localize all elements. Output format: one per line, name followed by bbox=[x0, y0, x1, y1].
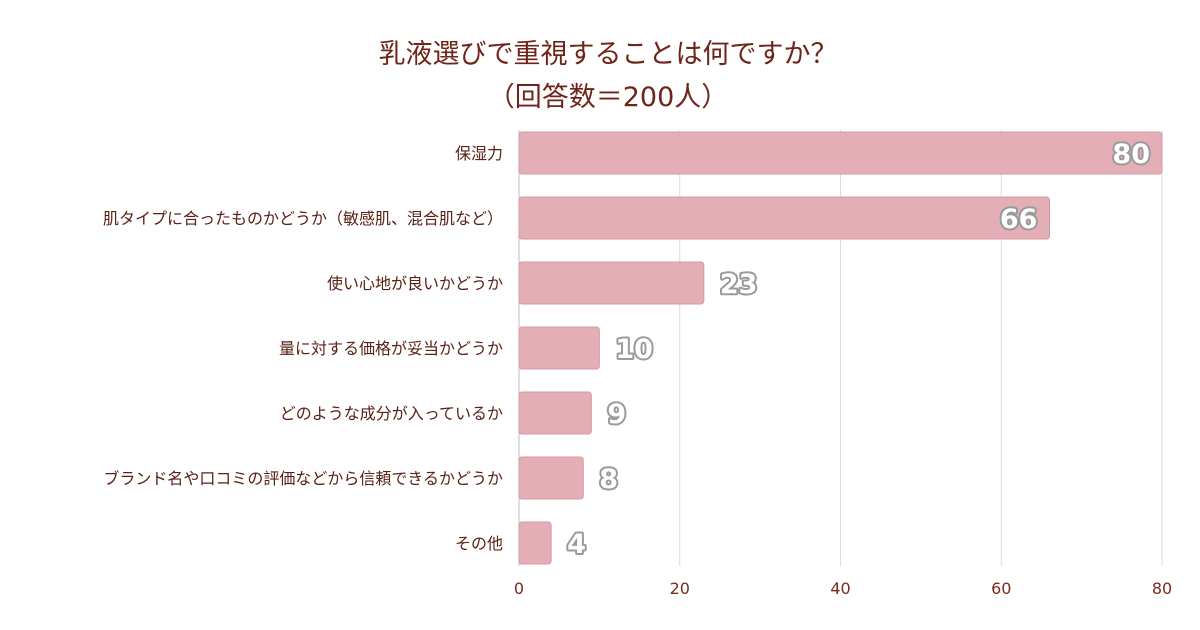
chart-title-line2: （回答数＝200人） bbox=[488, 82, 729, 113]
category-label-7: その他 bbox=[455, 534, 503, 553]
x-tick-label-40: 40 bbox=[830, 579, 850, 598]
data-label-5: 9 bbox=[607, 399, 626, 430]
data-label-6: 8 bbox=[599, 464, 618, 495]
bar-6 bbox=[518, 456, 584, 500]
bar-4 bbox=[518, 326, 600, 370]
data-label-1: 80 bbox=[1112, 139, 1150, 170]
category-label-5: どのような成分が入っているか bbox=[280, 404, 503, 423]
bar-7 bbox=[518, 521, 552, 565]
data-label-7: 4 bbox=[567, 529, 586, 560]
bar-1 bbox=[518, 131, 1163, 175]
bars bbox=[518, 131, 1163, 565]
category-label-3: 使い心地が良いかどうか bbox=[327, 274, 503, 293]
data-label-2: 66 bbox=[1000, 204, 1038, 235]
x-tick-label-0: 0 bbox=[514, 579, 524, 598]
bar-3 bbox=[518, 261, 705, 305]
data-label-4: 10 bbox=[615, 334, 653, 365]
x-axis-ticks: 0 20 40 60 80 bbox=[514, 579, 1172, 598]
category-label-1: 保湿力 bbox=[455, 144, 503, 163]
x-tick-label-80: 80 bbox=[1152, 579, 1172, 598]
category-label-6: ブランド名や口コミの評価などから信頼できるかどうか bbox=[103, 469, 503, 488]
chart-title-line1: 乳液選びで重視することは何ですか？ bbox=[379, 39, 838, 70]
bar-5 bbox=[518, 391, 592, 435]
x-tick-label-60: 60 bbox=[991, 579, 1011, 598]
category-label-4: 量に対する価格が妥当かどうか bbox=[279, 339, 503, 358]
category-label-2: 肌タイプに合ったものかどうか（敏感肌、混合肌など） bbox=[103, 209, 503, 228]
data-labels: 80 66 23 10 9 8 4 bbox=[565, 137, 1152, 562]
data-label-3: 23 bbox=[720, 269, 758, 300]
bar-2 bbox=[518, 196, 1050, 240]
x-tick-label-20: 20 bbox=[670, 579, 690, 598]
